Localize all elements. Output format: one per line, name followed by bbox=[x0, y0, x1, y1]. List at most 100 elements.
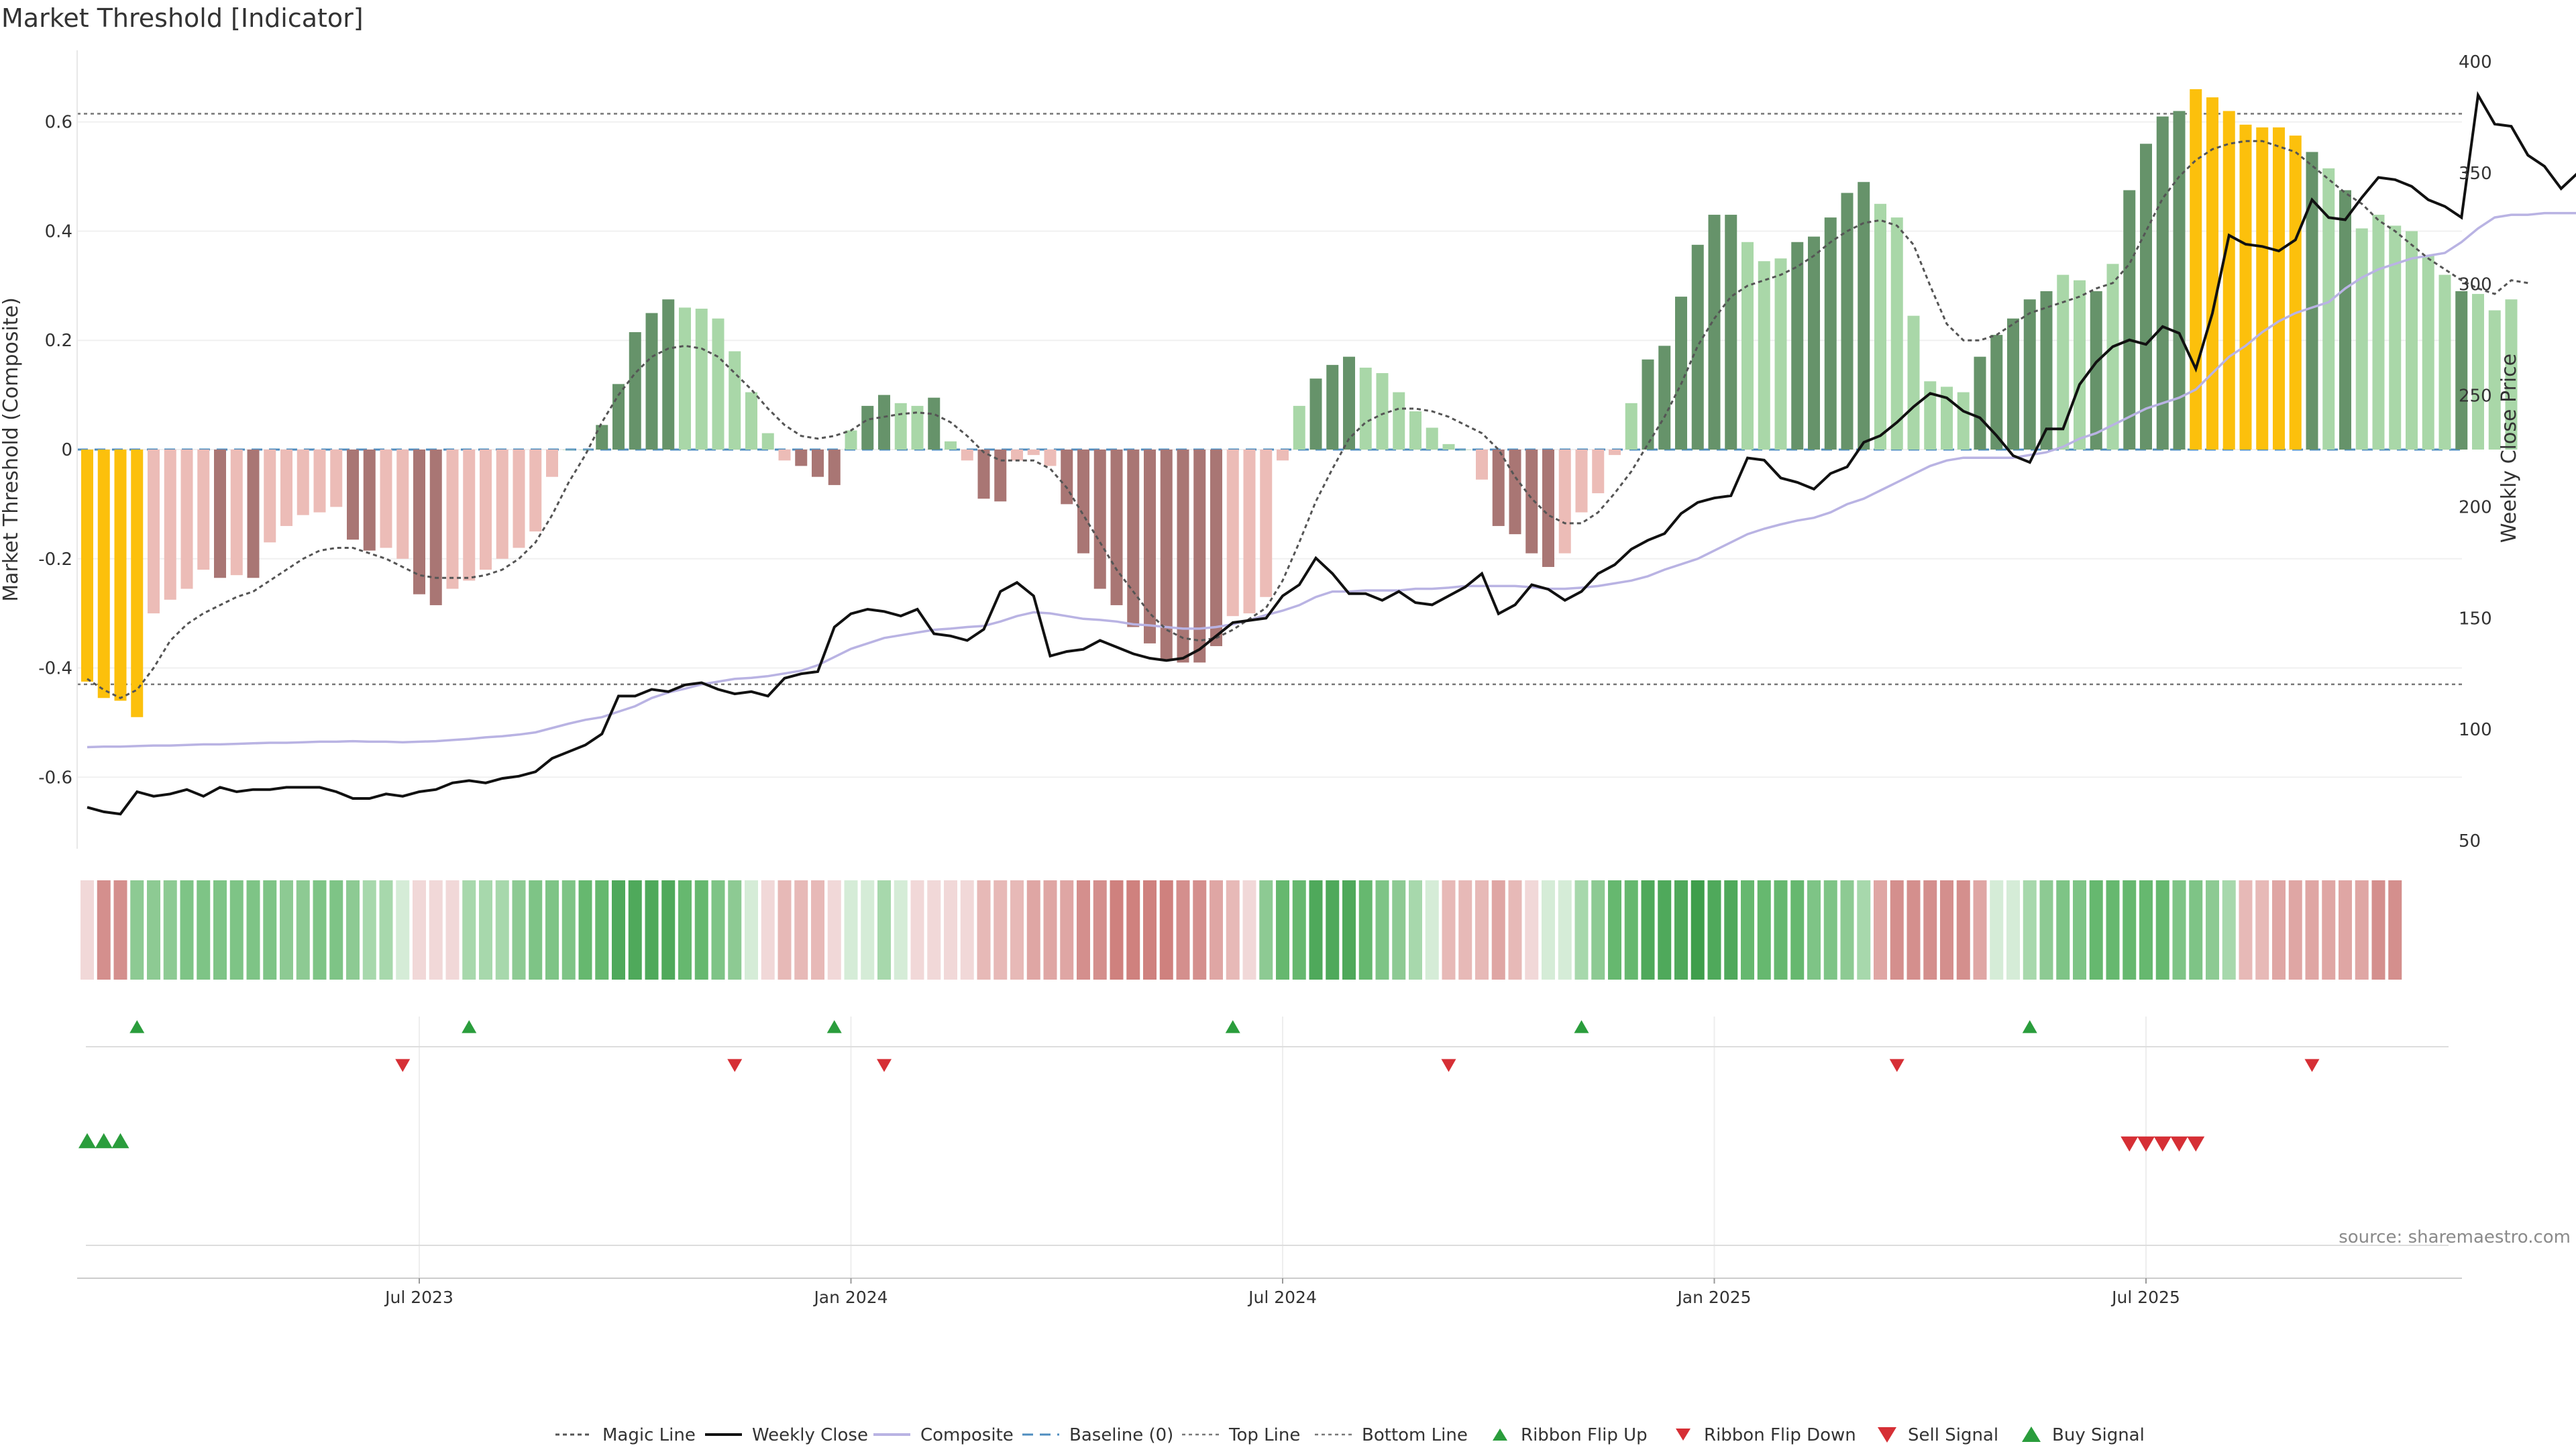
ribbon-cell bbox=[1690, 880, 1705, 980]
legend-label: Magic Line bbox=[602, 1425, 696, 1445]
composite-bar bbox=[1691, 244, 1704, 450]
composite-bar bbox=[363, 450, 376, 551]
ribbon-flip-down-marker bbox=[1889, 1059, 1904, 1072]
composite-bar bbox=[2190, 89, 2202, 450]
composite-bar bbox=[1858, 182, 1870, 450]
ribbon-cell bbox=[1475, 880, 1489, 980]
ribbon-cell bbox=[1442, 880, 1456, 980]
right-tick-label: 50 bbox=[2459, 831, 2481, 851]
ribbon-cell bbox=[1491, 880, 1505, 980]
ribbon-cell bbox=[1857, 880, 1871, 980]
composite-bar bbox=[778, 450, 791, 461]
ribbon-cell bbox=[1060, 880, 1074, 980]
ribbon-cell bbox=[2388, 880, 2402, 980]
ribbon-cell bbox=[1724, 880, 1738, 980]
composite-bar bbox=[1924, 381, 1937, 450]
ribbon-cell bbox=[229, 880, 244, 980]
composite-bar bbox=[2289, 136, 2302, 450]
composite-bar bbox=[114, 450, 127, 701]
composite-bar bbox=[1609, 450, 1621, 456]
ribbon-flip-up-marker bbox=[826, 1020, 842, 1033]
composite-bar bbox=[596, 425, 608, 450]
ribbon-cell bbox=[1907, 880, 1921, 980]
composite-bar bbox=[546, 450, 558, 477]
composite-line bbox=[87, 211, 2576, 749]
composite-bar bbox=[280, 450, 292, 526]
composite-bar bbox=[529, 450, 542, 532]
ribbon-cell bbox=[1093, 880, 1107, 980]
composite-bar bbox=[81, 450, 93, 682]
ribbon-cell bbox=[1658, 880, 1672, 980]
ribbon-cell bbox=[329, 880, 343, 980]
composite-bar bbox=[1675, 297, 1687, 450]
ribbon-cell bbox=[628, 880, 642, 980]
ribbon-cell bbox=[2106, 880, 2120, 980]
composite-bar bbox=[1260, 450, 1273, 597]
ribbon-cell bbox=[2189, 880, 2203, 980]
composite-bar bbox=[197, 450, 210, 570]
composite-bar bbox=[2140, 144, 2152, 450]
composite-bar bbox=[2106, 264, 2119, 450]
ribbon-cell bbox=[1890, 880, 1904, 980]
ribbon-cell bbox=[1176, 880, 1190, 980]
magic-line bbox=[87, 140, 2528, 699]
composite-bar bbox=[928, 397, 941, 450]
right-tick-label: 200 bbox=[2459, 497, 2492, 517]
ribbon-cell bbox=[313, 880, 327, 980]
ribbon-cell bbox=[661, 880, 676, 980]
composite-bar bbox=[1277, 450, 1289, 461]
ribbon-cell bbox=[2255, 880, 2269, 980]
ribbon-cell bbox=[1276, 880, 1289, 980]
ribbon-cell bbox=[2139, 880, 2153, 980]
signal-layer bbox=[78, 1020, 2320, 1152]
composite-bar bbox=[2505, 299, 2518, 450]
ribbon-cell bbox=[2206, 880, 2219, 980]
composite-bar bbox=[2173, 111, 2186, 450]
ribbon-cell bbox=[2339, 880, 2352, 980]
composite-bar bbox=[911, 405, 924, 450]
ribbon-cell bbox=[379, 880, 393, 980]
buy-signal-marker bbox=[95, 1133, 113, 1149]
composite-bar bbox=[380, 450, 392, 548]
source-label: source: sharemaestro.com bbox=[2339, 1227, 2571, 1247]
ribbon-cell bbox=[1923, 880, 1937, 980]
composite-bar bbox=[1476, 450, 1488, 480]
ribbon-cell bbox=[2222, 880, 2236, 980]
composite-bar bbox=[446, 450, 459, 589]
composite-bar bbox=[695, 309, 708, 450]
ribbon-cell bbox=[1973, 880, 1987, 980]
ribbon-cell bbox=[927, 880, 941, 980]
ribbon-cell bbox=[877, 880, 891, 980]
composite-bar bbox=[1509, 450, 1521, 535]
composite-bar bbox=[1758, 261, 1770, 450]
ribbon-cell bbox=[1358, 880, 1373, 980]
composite-bar bbox=[131, 450, 144, 717]
buy-signal-marker bbox=[111, 1133, 129, 1149]
composite-bar bbox=[1210, 450, 1222, 646]
ribbon-flip-up-marker bbox=[462, 1020, 477, 1033]
ribbon-cell bbox=[1259, 880, 1273, 980]
composite-bar bbox=[961, 450, 973, 461]
x-tick-label: Jul 2023 bbox=[384, 1288, 453, 1307]
legend-label: Sell Signal bbox=[1908, 1425, 1998, 1445]
legend-label: Composite bbox=[920, 1425, 1014, 1445]
ribbon-cell bbox=[944, 880, 957, 980]
ribbon-cell bbox=[1242, 880, 1256, 980]
ribbon-cell bbox=[1558, 880, 1572, 980]
line-layer bbox=[87, 91, 2576, 816]
ribbon-cell bbox=[280, 880, 293, 980]
composite-bar bbox=[2389, 225, 2402, 450]
ribbon-cell bbox=[1591, 880, 1605, 980]
composite-bar bbox=[2455, 291, 2468, 450]
composite-bar bbox=[1492, 450, 1505, 526]
ribbon-cell bbox=[429, 880, 443, 980]
ribbon-cell bbox=[1823, 880, 1837, 980]
sell-signal-marker bbox=[2187, 1136, 2205, 1152]
ribbon-cell bbox=[1707, 880, 1721, 980]
composite-bar bbox=[1426, 427, 1438, 450]
ribbon-cell bbox=[2039, 880, 2053, 980]
composite-bar bbox=[1093, 450, 1106, 589]
legend-swatch-buy bbox=[2022, 1427, 2041, 1442]
